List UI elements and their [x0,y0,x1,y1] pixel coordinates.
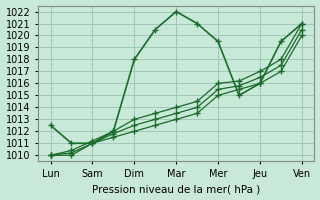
X-axis label: Pression niveau de la mer( hPa ): Pression niveau de la mer( hPa ) [92,184,260,194]
